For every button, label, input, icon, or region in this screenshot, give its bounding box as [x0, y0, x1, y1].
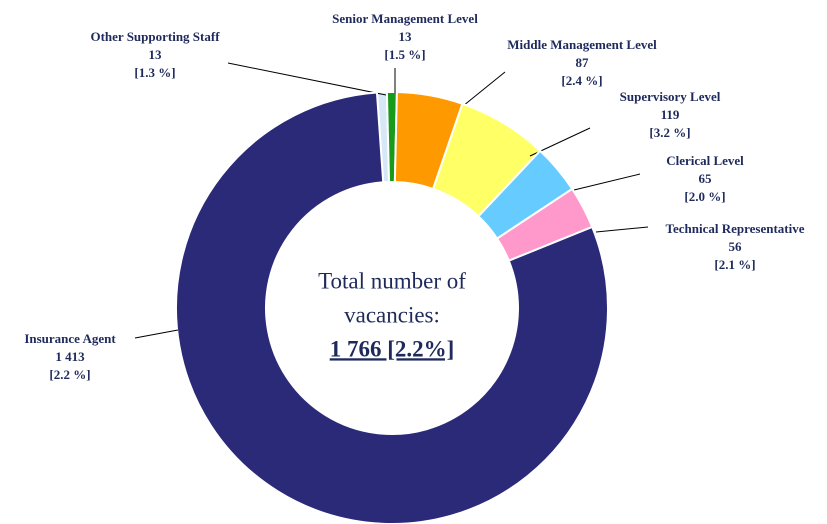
value-label: 56 [729, 239, 743, 254]
rate-label: [2.2 %] [49, 367, 90, 382]
center-text: vacancies: [344, 302, 440, 327]
leader-line [134, 329, 179, 339]
slice-label: Clerical Level [666, 153, 744, 168]
value-label: 65 [699, 171, 713, 186]
value-label: 87 [576, 55, 590, 70]
leader-line [462, 71, 506, 107]
center-text: Total number of [318, 268, 466, 293]
rate-label: [2.4 %] [561, 73, 602, 88]
rate-label: [2.1 %] [714, 257, 755, 272]
slice-label: Technical Representative [665, 221, 804, 236]
center-total: 1 766 [2.2%] [330, 336, 455, 361]
slice [175, 91, 609, 524]
leader-line [227, 62, 387, 96]
slice-label: Senior Management Level [332, 11, 478, 26]
rate-label: [1.3 %] [134, 65, 175, 80]
value-label: 1 413 [55, 349, 85, 364]
slice-label: Middle Management Level [507, 37, 657, 52]
leader-line [573, 173, 641, 191]
slice-label: Insurance Agent [24, 331, 116, 346]
rate-label: [1.5 %] [384, 47, 425, 62]
leader-line [595, 226, 649, 233]
value-label: 119 [661, 107, 680, 122]
slice-label: Supervisory Level [620, 89, 721, 104]
value-label: 13 [399, 29, 413, 44]
rate-label: [3.2 %] [649, 125, 690, 140]
rate-label: [2.0 %] [684, 189, 725, 204]
value-label: 13 [149, 47, 163, 62]
slice-label: Other Supporting Staff [90, 29, 220, 44]
